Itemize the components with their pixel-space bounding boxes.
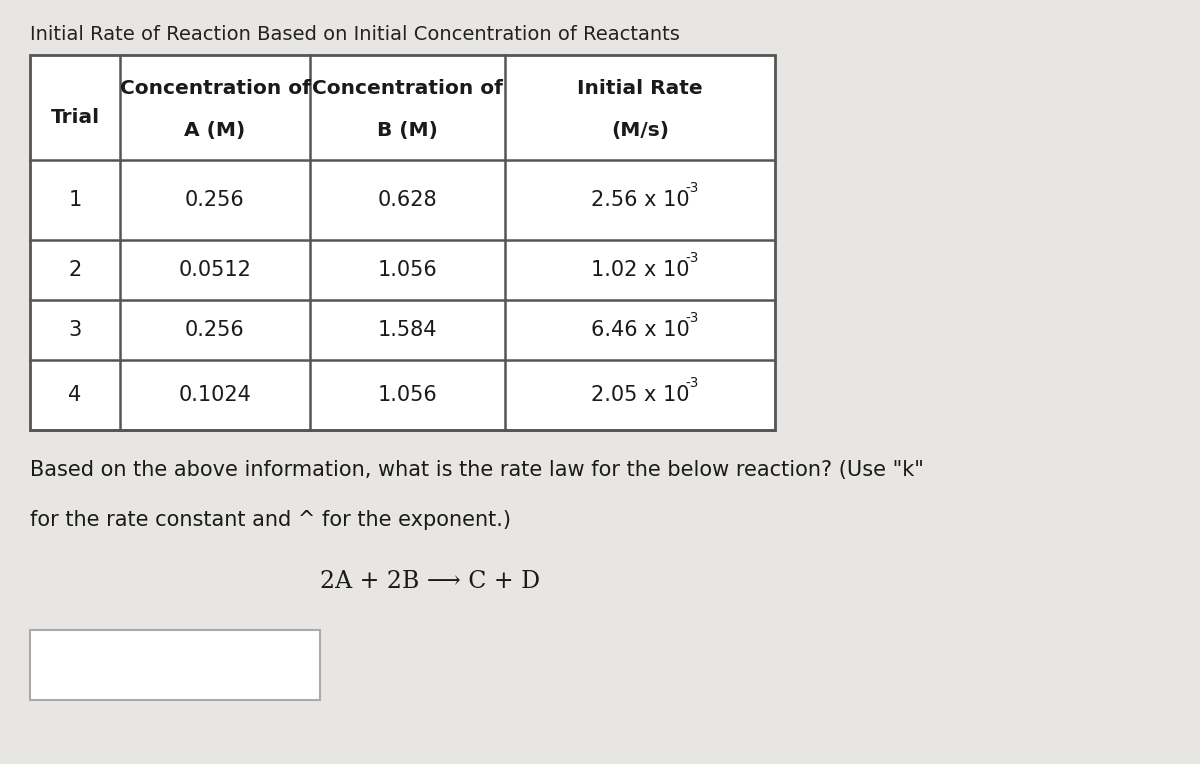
- Text: 1.584: 1.584: [378, 320, 437, 340]
- Text: 1.02 x 10: 1.02 x 10: [590, 260, 689, 280]
- Text: 2.56 x 10: 2.56 x 10: [590, 190, 689, 210]
- Text: Trial: Trial: [50, 108, 100, 127]
- Text: 2.05 x 10: 2.05 x 10: [590, 385, 689, 405]
- Text: -3: -3: [685, 251, 698, 265]
- Text: A (M): A (M): [185, 121, 246, 140]
- Text: 0.1024: 0.1024: [179, 385, 252, 405]
- Text: -3: -3: [685, 376, 698, 390]
- Text: 1.056: 1.056: [378, 260, 437, 280]
- Text: (M/s): (M/s): [611, 121, 670, 140]
- Bar: [30, 55, 775, 430]
- Text: 0.256: 0.256: [185, 320, 245, 340]
- Text: B (M): B (M): [377, 121, 438, 140]
- Text: Based on the above information, what is the rate law for the below reaction? (Us: Based on the above information, what is …: [30, 460, 924, 480]
- Text: -3: -3: [685, 181, 698, 195]
- Text: 3: 3: [68, 320, 82, 340]
- Text: 2A + 2B ⟶ C + D: 2A + 2B ⟶ C + D: [320, 570, 540, 593]
- Bar: [30, 55, 775, 430]
- Text: 1.056: 1.056: [378, 385, 437, 405]
- Text: 4: 4: [68, 385, 82, 405]
- Text: 2: 2: [68, 260, 82, 280]
- Bar: [30, 630, 320, 700]
- Text: 0.256: 0.256: [185, 190, 245, 210]
- Text: Concentration of: Concentration of: [312, 79, 503, 98]
- Text: for the rate constant and ^ for the exponent.): for the rate constant and ^ for the expo…: [30, 510, 511, 530]
- Text: 1: 1: [68, 190, 82, 210]
- Text: Initial Rate: Initial Rate: [577, 79, 703, 98]
- Text: 0.0512: 0.0512: [179, 260, 252, 280]
- Text: Concentration of: Concentration of: [120, 79, 311, 98]
- Text: -3: -3: [685, 311, 698, 325]
- Text: 6.46 x 10: 6.46 x 10: [590, 320, 689, 340]
- Text: 0.628: 0.628: [378, 190, 437, 210]
- Text: Initial Rate of Reaction Based on Initial Concentration of Reactants: Initial Rate of Reaction Based on Initia…: [30, 25, 680, 44]
